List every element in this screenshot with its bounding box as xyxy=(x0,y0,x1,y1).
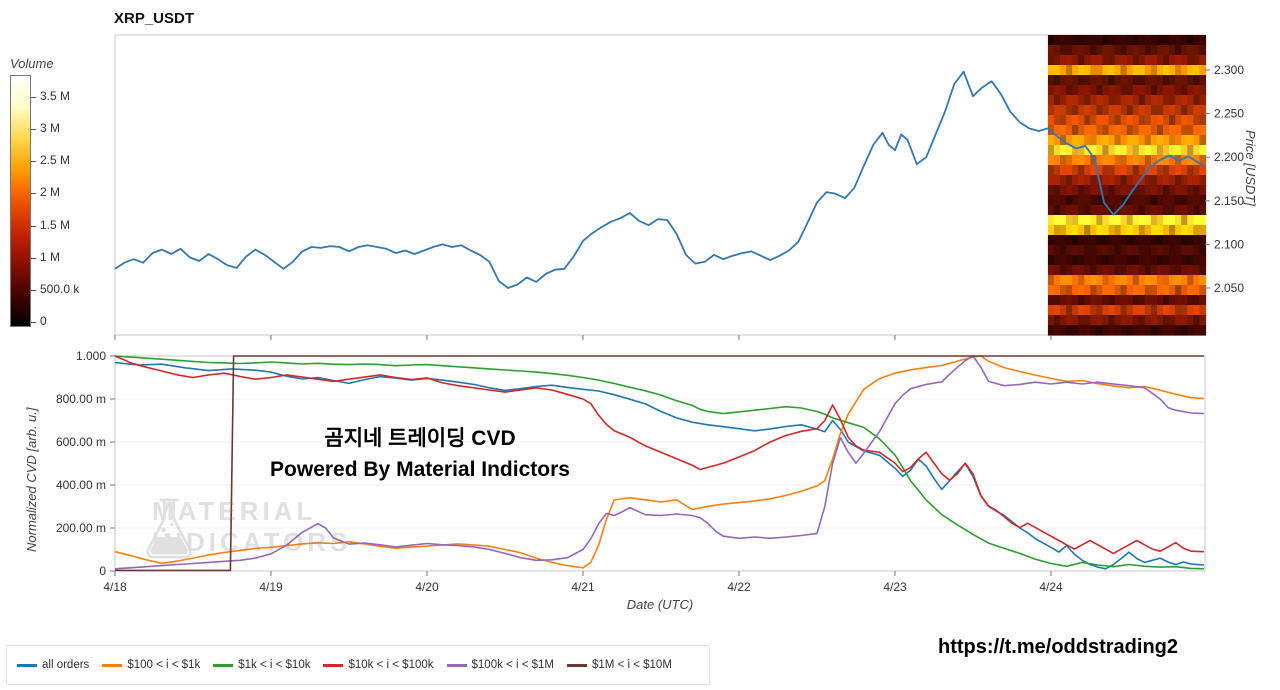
price-plot-frame xyxy=(114,34,1206,336)
legend-item-4[interactable]: $100k < i < $1M xyxy=(446,659,554,671)
date-tick-label: 4/20 xyxy=(415,580,439,594)
price-axis-label: Price [USDT] xyxy=(1243,130,1258,206)
cvd-series-3 xyxy=(114,355,1204,555)
chart-title: XRP_USDT xyxy=(114,10,195,27)
cvd-series-2 xyxy=(114,355,1204,570)
cvd-chart-canvas[interactable]: 1.000 800.00 m 600.00 m 400.00 m 200.00 m 0 4/… xyxy=(0,345,1280,625)
legend-item-2[interactable]: $1k < i < $10k xyxy=(213,659,310,671)
legend-label: $1M < i < $10M xyxy=(592,659,672,671)
cvd-tick-label: 1.000 xyxy=(76,349,106,363)
cvd-tick-label: 800.00 m xyxy=(56,392,106,406)
price-tick-label: 2.050 xyxy=(1214,281,1244,295)
legend-label: $100k < i < $1M xyxy=(471,659,554,671)
legend-swatch xyxy=(17,663,37,667)
date-tick-label: 4/19 xyxy=(259,580,283,594)
watermark-line2: INDICATORS xyxy=(152,527,352,557)
telegram-url[interactable]: https://t.me/oddstrading2 xyxy=(938,636,1178,658)
date-tick-label: 4/24 xyxy=(1039,580,1063,594)
watermark-text: MATERIAL INDICATORS xyxy=(152,496,351,558)
legend-label: $10k < i < $100k xyxy=(348,659,434,671)
price-chart-canvas[interactable]: 2.300 2.250 2.200 2.150 2.100 2.050 xyxy=(0,0,1280,345)
legend-item-3[interactable]: $10k < i < $100k xyxy=(323,659,434,671)
cvd-series-5 xyxy=(115,355,1204,572)
legend-swatch xyxy=(323,663,344,667)
volume-colorbar xyxy=(10,75,31,327)
cvd-tick-label: 200.00 m xyxy=(56,521,106,535)
cvd-legend: all orders $100 < i < $1k $1k < i < $10k $1… xyxy=(6,645,710,685)
date-axis-label: Date (UTC) xyxy=(627,597,693,612)
price-tick-label: 2.200 xyxy=(1214,150,1244,164)
legend-swatch xyxy=(213,663,234,667)
watermark: MATERIAL INDICATORS xyxy=(140,496,351,559)
overlay-text: 곰지네 트레이딩 CVD Powered By Material Indicto… xyxy=(230,423,610,485)
volume-heatmap xyxy=(1047,35,1207,336)
cvd-axis-label: Normalized CVD [arb. u.] xyxy=(24,407,39,553)
legend-item-1[interactable]: $100 < i < $1k xyxy=(102,659,200,671)
price-tick-label: 2.100 xyxy=(1214,237,1244,251)
cvd-tick-label: 600.00 m xyxy=(56,435,106,449)
cvd-tick-label: 400.00 m xyxy=(56,478,106,492)
cvd-series-1 xyxy=(114,355,1204,569)
legend-label: $1k < i < $10k xyxy=(238,659,311,671)
overlay-line2: Powered By Material Indictors xyxy=(270,458,570,481)
price-tick-label: 2.150 xyxy=(1214,194,1244,208)
cvd-tick-label: 0 xyxy=(99,564,106,578)
legend-swatch xyxy=(102,663,123,667)
legend-label: all orders xyxy=(42,659,90,671)
price-tick-label: 2.300 xyxy=(1214,63,1244,77)
volume-colorbar-label: Volume xyxy=(10,56,54,71)
date-tick-label: 4/18 xyxy=(103,580,127,594)
cvd-series-0 xyxy=(114,361,1204,570)
watermark-line1: MATERIAL xyxy=(152,496,317,526)
legend-item-5[interactable]: $1M < i < $10M xyxy=(567,659,672,671)
legend-swatch xyxy=(567,663,587,667)
date-tick-label: 4/23 xyxy=(883,580,907,594)
overlay-line1: 곰지네 트레이딩 CVD xyxy=(324,427,516,450)
cvd-series-4 xyxy=(114,355,1204,570)
date-tick-label: 4/21 xyxy=(571,580,595,594)
date-tick-label: 4/22 xyxy=(727,580,751,594)
legend-label: $100 < i < $1k xyxy=(127,659,201,671)
price-tick-label: 2.250 xyxy=(1214,107,1244,121)
price-line xyxy=(114,70,1205,289)
legend-swatch xyxy=(446,663,467,667)
legend-item-0[interactable]: all orders xyxy=(17,659,89,671)
